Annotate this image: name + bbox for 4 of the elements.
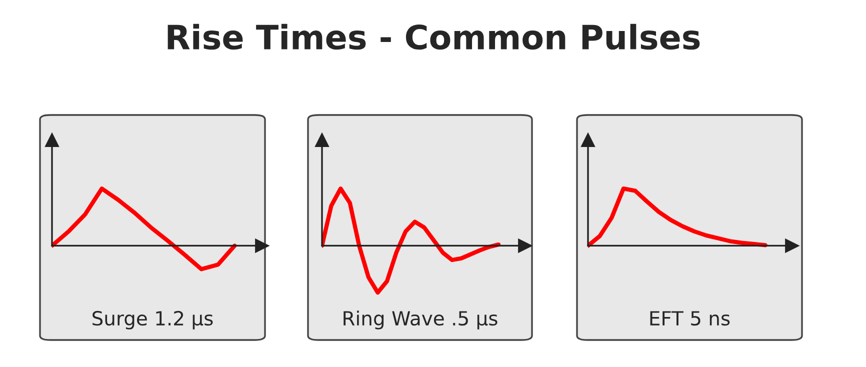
text: Rise Times - Common Pulses <box>168 24 700 50</box>
x-axis-title: EFT 5 ns <box>650 311 730 326</box>
x-axis-title: Ring Wave .5 µs <box>344 310 498 330</box>
x-axis-title: Surge 1.2 µs <box>92 310 213 330</box>
